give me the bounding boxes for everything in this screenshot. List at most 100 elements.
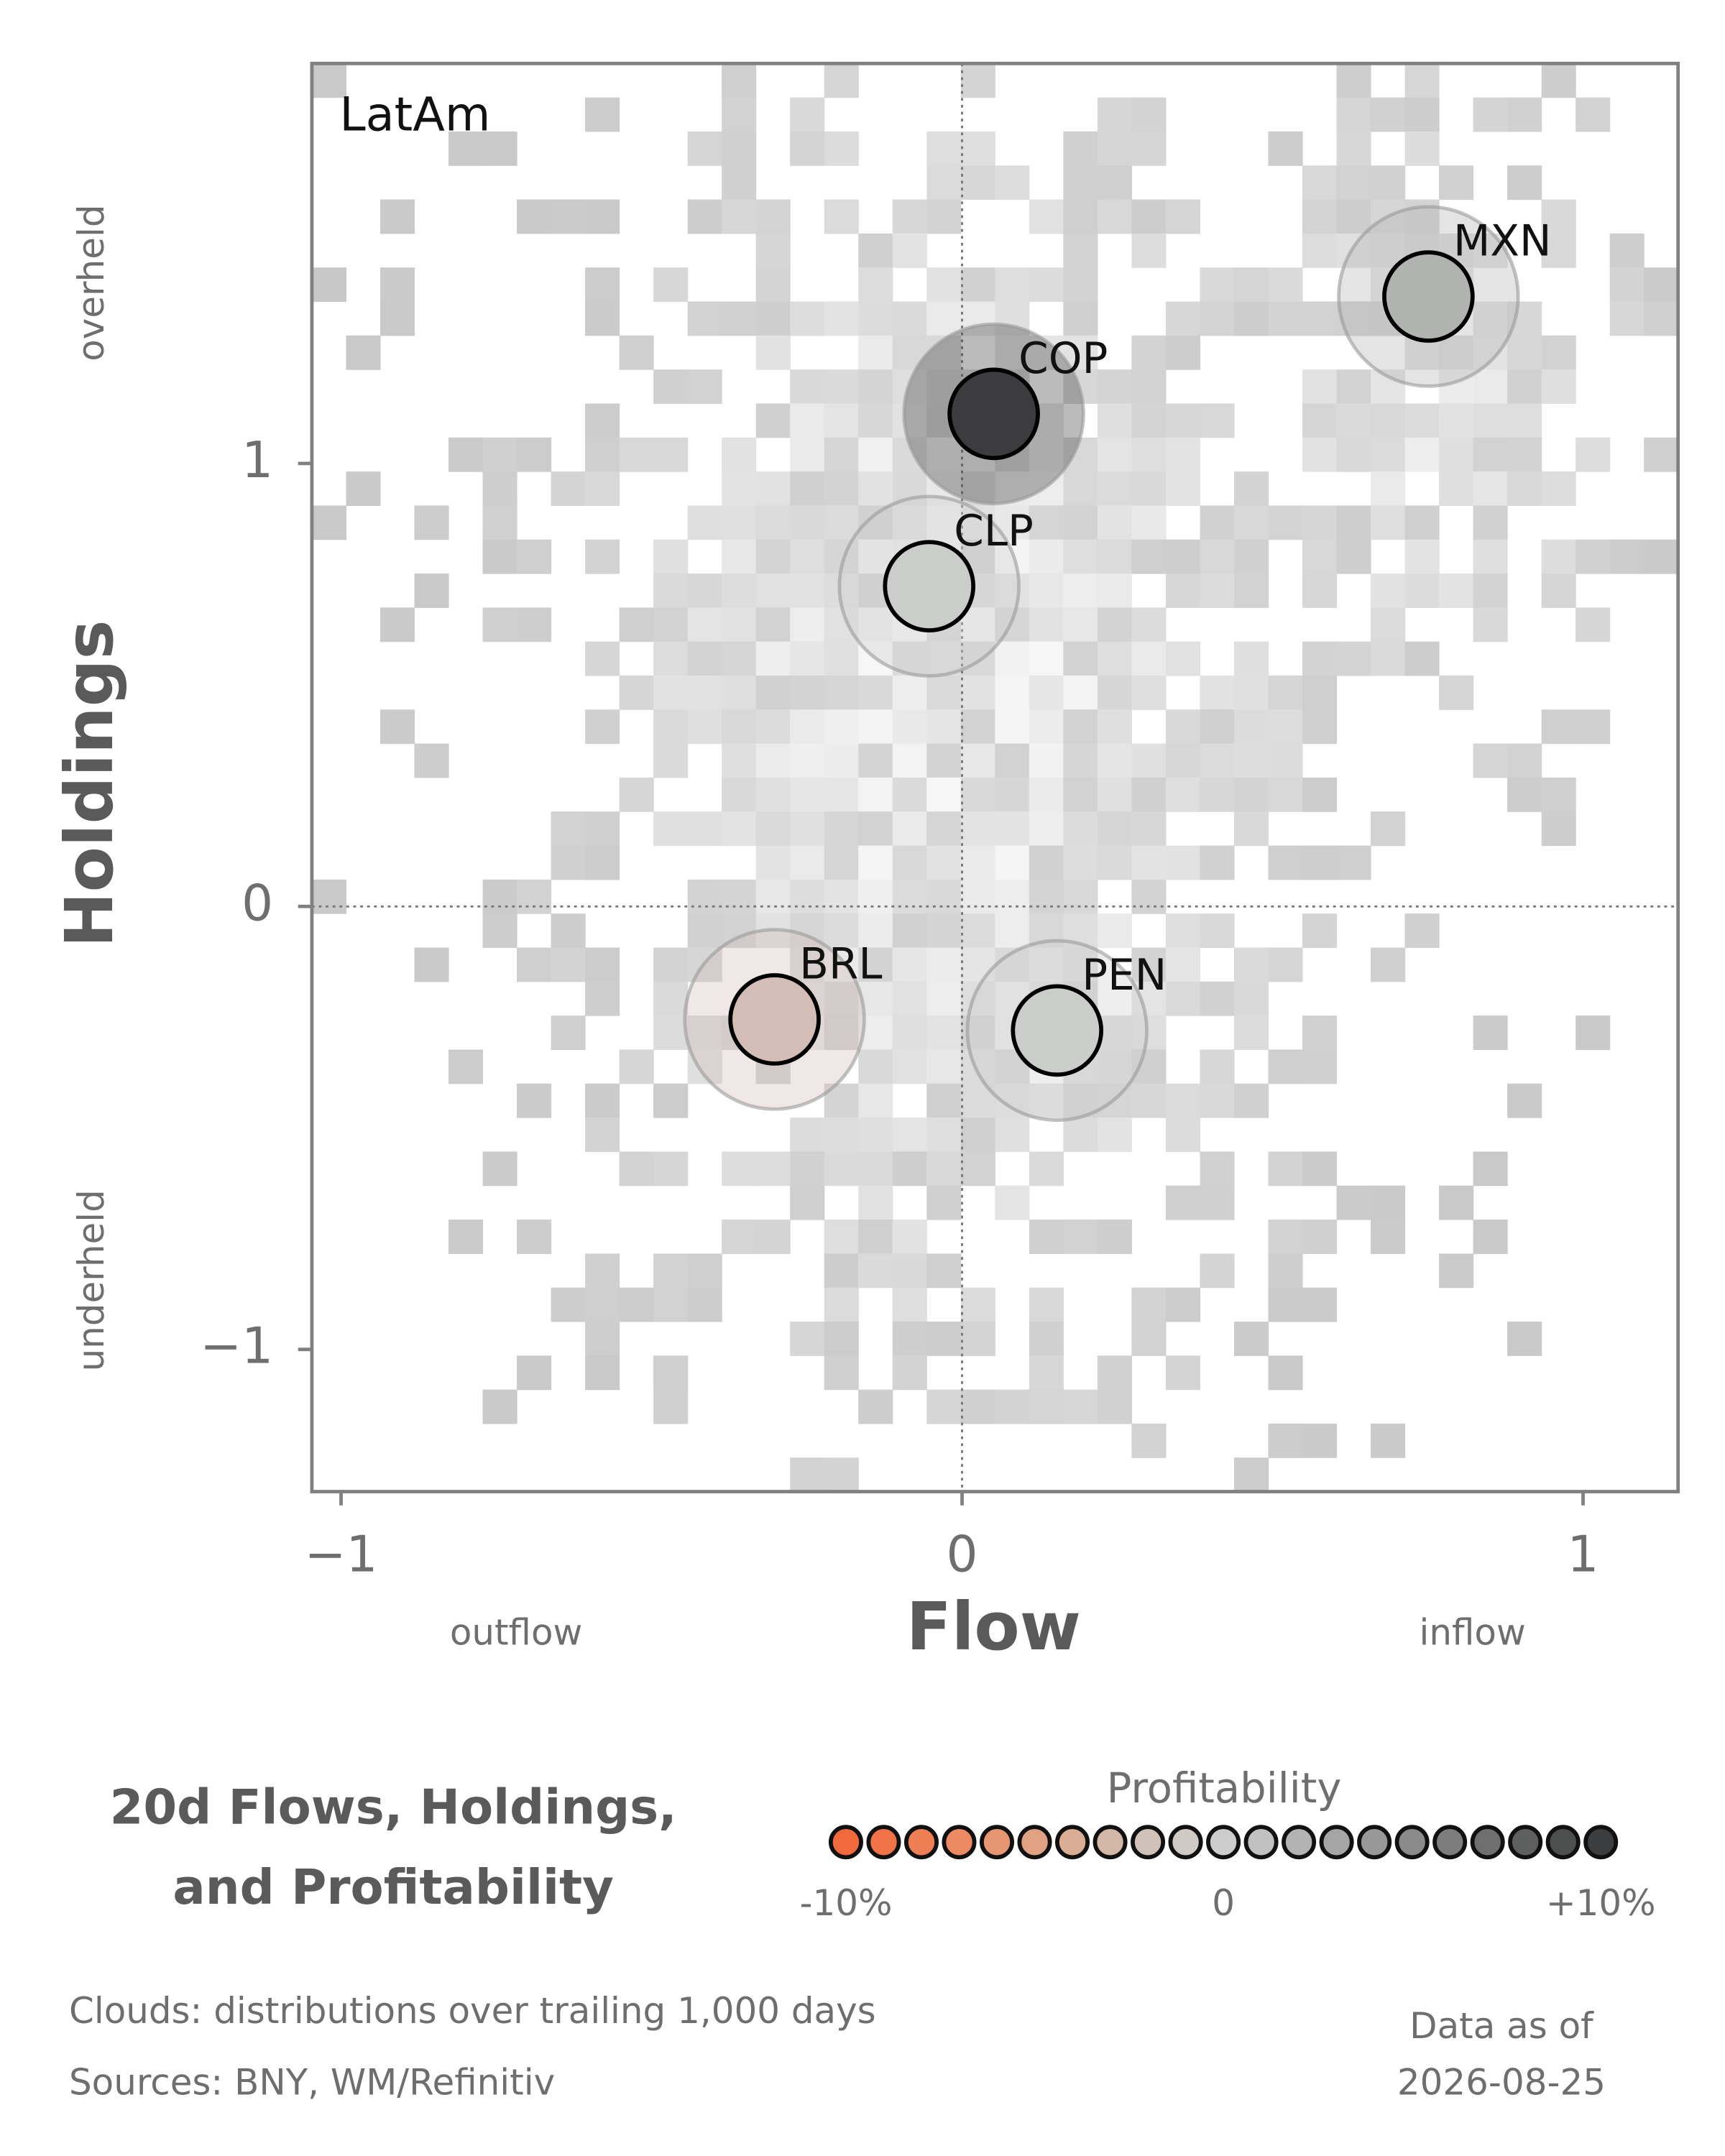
cloud-cell: [1131, 675, 1167, 710]
cloud-cell: [653, 947, 689, 982]
cloud-cell: [892, 777, 927, 812]
cloud-cell: [1029, 1321, 1064, 1356]
point-label: BRL: [799, 940, 882, 990]
cloud-cell: [722, 131, 757, 166]
cloud-cell: [551, 845, 586, 880]
cloud-cell: [824, 1287, 859, 1322]
cloud-cell: [1029, 437, 1064, 472]
cloud-cell: [824, 1015, 859, 1051]
cloud-cell: [1439, 1253, 1474, 1289]
cloud-cell: [551, 1287, 586, 1322]
cloud-cell: [1097, 403, 1132, 438]
cloud-cell: [1200, 981, 1235, 1016]
cloud-cell: [858, 1253, 893, 1289]
cloud-cell: [1473, 301, 1508, 336]
cloud-cell: [585, 403, 620, 438]
cloud-cell: [1165, 1185, 1201, 1220]
cloud-cell: [892, 743, 927, 778]
cloud-cell: [824, 913, 859, 949]
cloud-cell: [585, 947, 620, 982]
point: [728, 973, 821, 1066]
cloud-cell: [585, 267, 620, 303]
cloud-cell: [1644, 267, 1679, 303]
cloud-cell: [824, 1220, 859, 1254]
cloud-cell: [722, 301, 757, 336]
x-tick-label: 0: [947, 1526, 978, 1584]
cloud-cell: [311, 63, 347, 98]
cloud-cell: [1233, 1457, 1269, 1493]
cloud-cell: [755, 607, 791, 642]
cloud-cell: [517, 199, 552, 234]
cloud-cell: [1165, 709, 1201, 745]
cloud-cell: [517, 1220, 552, 1254]
cloud-cell: [687, 1015, 722, 1051]
cloud-cell: [1473, 471, 1508, 506]
cloud-cell: [1336, 1185, 1371, 1220]
cloud-cell: [1063, 437, 1098, 472]
cloud-cell: [1131, 641, 1167, 676]
cloud-cell: [1029, 1151, 1064, 1187]
cloud-cell: [755, 471, 791, 506]
cloud-cell: [1097, 505, 1132, 540]
cloud-cell: [1029, 1355, 1064, 1391]
cloud-cell: [1507, 97, 1542, 132]
cloud-cell: [960, 267, 995, 303]
legend-tick-label: +10%: [1546, 1882, 1656, 1924]
cloud-cell: [960, 913, 995, 949]
cloud-cell: [687, 811, 722, 847]
cloud-cell: [1268, 947, 1303, 982]
cloud-cell: [1131, 1015, 1167, 1051]
cloud-cell: [755, 777, 791, 812]
cloud-cell: [858, 913, 893, 949]
cloud-cell: [1576, 1015, 1611, 1051]
cloud-cell: [448, 1049, 484, 1084]
cloud-cell: [722, 97, 757, 132]
cloud-cell: [995, 811, 1030, 847]
cloud-cell: [653, 369, 689, 405]
cloud-cell: [517, 1083, 552, 1118]
cloud-cell: [1029, 811, 1064, 847]
cloud-cell: [585, 437, 620, 472]
cloud-cell: [1200, 845, 1235, 880]
cloud-cell: [687, 131, 722, 166]
cloud-cell: [1063, 539, 1098, 574]
cloud-cell: [1404, 437, 1440, 472]
cloud-cell: [926, 165, 962, 201]
legend-title: Profitability: [1107, 1764, 1342, 1812]
cloud-cell: [1473, 403, 1508, 438]
cloud-cell: [1644, 437, 1679, 472]
cloud-cell: [790, 301, 825, 336]
cloud-cell: [755, 233, 791, 268]
cloud-cell: [1404, 641, 1440, 676]
cloud-cell: [1165, 947, 1201, 982]
cloud-cell: [1233, 777, 1269, 812]
cloud-cell: [1200, 1185, 1235, 1220]
point: [1011, 984, 1104, 1077]
cloud-cell: [1165, 437, 1201, 472]
legend-swatch: [828, 1825, 863, 1860]
cloud-cell: [755, 301, 791, 336]
cloud-cell: [653, 1253, 689, 1289]
cloud-cell: [653, 1015, 689, 1051]
cloud-cell: [1268, 845, 1303, 880]
cloud-cell: [1200, 1049, 1235, 1084]
cloud-cell: [1131, 879, 1167, 914]
cloud-cell: [1507, 1083, 1542, 1118]
cloud-cell: [1233, 1321, 1269, 1356]
cloud-cell: [858, 1389, 893, 1424]
cloud-cell: [517, 1355, 552, 1391]
cloud-cell: [824, 879, 859, 914]
cloud-cell: [1268, 675, 1303, 710]
cloud-cell: [653, 641, 689, 676]
cloud-cell: [1131, 403, 1167, 438]
cloud-cell: [892, 1253, 927, 1289]
cloud-cell: [1097, 913, 1132, 949]
cloud-cell: [585, 1287, 620, 1322]
cloud-cell: [1371, 97, 1406, 132]
cloud-cell: [892, 981, 927, 1016]
cloud-cell: [926, 845, 962, 880]
cloud-cell: [1200, 777, 1235, 812]
cloud-cell: [790, 641, 825, 676]
cloud-cell: [1576, 97, 1611, 132]
cloud-cell: [619, 607, 654, 642]
